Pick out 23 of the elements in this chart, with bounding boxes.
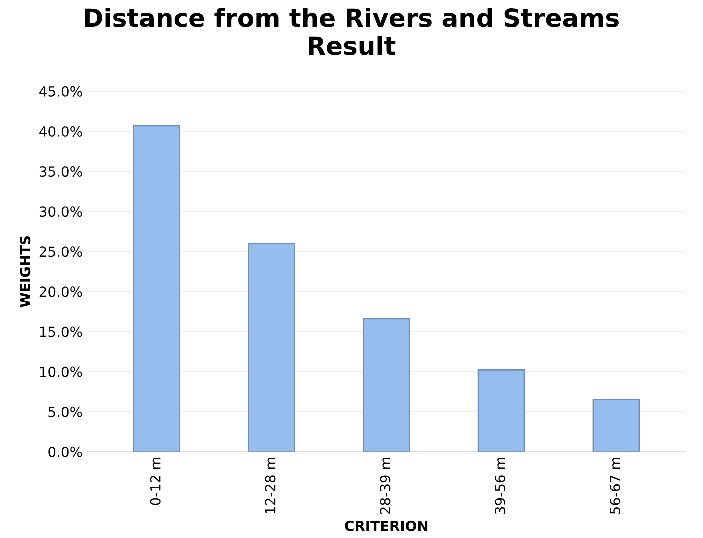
x-tick-label: 56-67 m [610,458,621,514]
y-tick-label: 30.0% [40,206,82,218]
bar [362,318,410,452]
chart-title: Distance from the Rivers and Streams Result [85,8,619,56]
y-tick-label: 15.0% [40,326,82,338]
y-axis-title: WEIGHTS [20,236,31,308]
y-tick-label: 45.0% [40,86,82,97]
x-tick-label: 12-28 m [265,458,276,514]
y-tick-label: 25.0% [40,246,82,258]
x-tick-label: 39-56 m [495,458,506,514]
y-tick-label: 40.0% [40,126,82,137]
x-tick-label: 0-12 m [150,458,161,506]
bar [592,399,640,452]
bar [478,370,526,452]
x-tick-label: 28-39 m [380,458,391,514]
x-axis-title: CRITERION [345,520,428,532]
bar [248,242,296,452]
bar [133,125,180,452]
y-tick-label: 0.0% [48,446,82,458]
y-tick-label: 10.0% [40,366,82,378]
y-tick-label: 20.0% [40,286,82,298]
y-tick-label: 5.0% [48,406,82,418]
y-tick-label: 35.0% [40,166,82,178]
